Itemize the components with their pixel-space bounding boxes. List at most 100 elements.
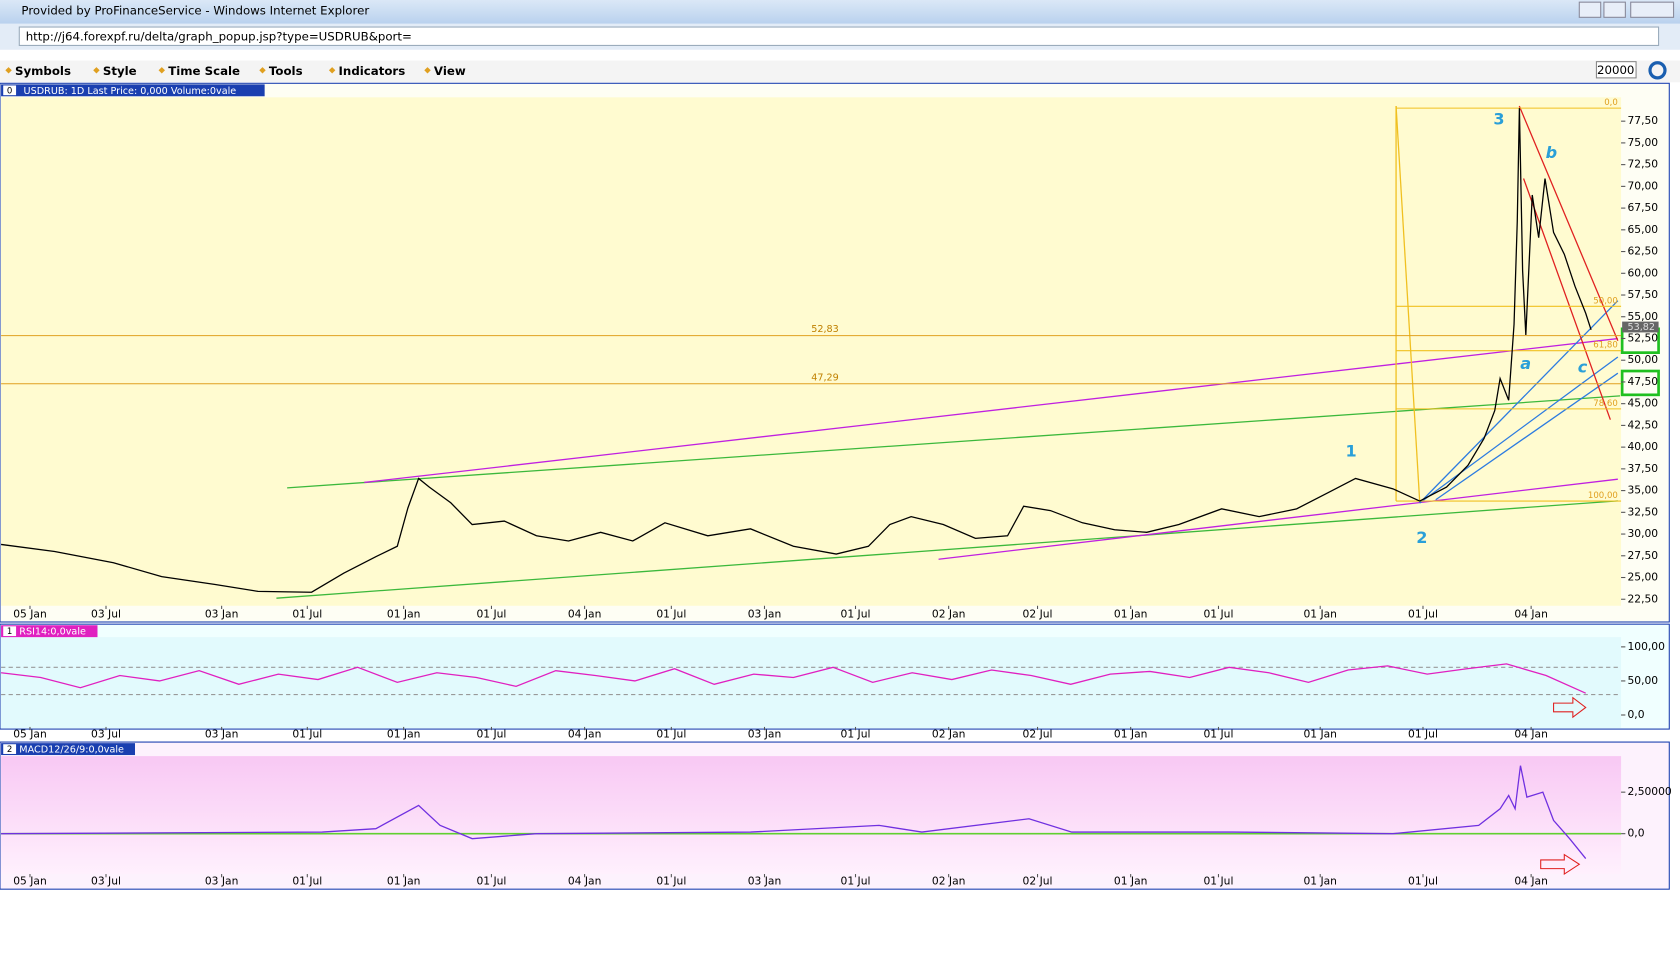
y-tick-label: 57,50 — [1627, 288, 1658, 301]
x-tick-label: 02 Jan — [932, 727, 966, 740]
y-tick-label: 22,50 — [1627, 592, 1658, 605]
x-tick-label: 03 Jan — [205, 727, 239, 740]
panel-title: RSI14:0,0vale — [19, 627, 86, 638]
menu-item[interactable]: Time Scale — [168, 64, 240, 78]
x-tick-label: 04 Jan — [568, 875, 602, 888]
highlight-box — [1620, 369, 1660, 397]
x-tick-label: 01 Jul — [841, 727, 871, 740]
y-tick-label: 50,00 — [1627, 353, 1658, 366]
menu-item[interactable]: Style — [103, 64, 137, 78]
y-tick-label: 0,0 — [1627, 827, 1644, 840]
x-tick-label: 05 Jan — [13, 607, 47, 620]
panel-title: MACD12/26/9:0,0vale — [19, 745, 124, 756]
menu-item[interactable]: Indicators — [339, 64, 406, 78]
panel-index: 0 — [7, 86, 12, 96]
x-tick-label: 02 Jul — [1023, 607, 1053, 620]
x-tick-label: 03 Jul — [91, 727, 121, 740]
y-tick-label: 70,00 — [1627, 179, 1658, 192]
x-tick-label: 03 Jul — [91, 607, 121, 620]
title-bar — [0, 0, 1680, 24]
price-plot — [1, 97, 1622, 606]
y-tick-label: 77,50 — [1627, 114, 1658, 127]
fib-diagonal — [1395, 105, 1421, 501]
fib-label: 50,00 — [1593, 296, 1618, 306]
minimize-button[interactable] — [1578, 1, 1602, 18]
x-tick-label: 01 Jul — [1204, 607, 1234, 620]
x-tick-label: 03 Jul — [91, 875, 121, 888]
y-tick-label: 100,00 — [1627, 640, 1665, 653]
trend-line — [1435, 372, 1619, 501]
refresh-button[interactable] — [1648, 61, 1667, 80]
y-tick-label: 2,50000 — [1627, 785, 1671, 798]
y-tick-label: 50,00 — [1627, 674, 1658, 687]
wave-label: c — [1578, 357, 1588, 376]
maximize-button[interactable] — [1603, 1, 1626, 18]
y-tick-label: 67,50 — [1627, 201, 1658, 214]
y-tick-label: 72,50 — [1627, 158, 1658, 171]
macd-plot — [1, 756, 1622, 875]
panel-index: 2 — [7, 745, 12, 755]
zoom-field[interactable] — [1595, 61, 1637, 79]
x-tick-label: 01 Jan — [387, 875, 421, 888]
x-tick-label: 01 Jan — [387, 727, 421, 740]
x-tick-label: 01 Jul — [1408, 607, 1438, 620]
x-tick-label: 04 Jan — [1514, 607, 1548, 620]
panel-index: 1 — [7, 627, 12, 637]
trend-line — [364, 337, 1618, 484]
menu-item[interactable]: Symbols — [15, 64, 71, 78]
x-tick-label: 03 Jan — [205, 607, 239, 620]
x-tick-label: 01 Jan — [387, 607, 421, 620]
panel-index-box — [3, 744, 17, 754]
level-label: 47,29 — [811, 372, 839, 383]
panel-index-box — [3, 85, 17, 96]
y-tick-label: 62,50 — [1627, 245, 1658, 258]
window-title: Provided by ProFinanceService - Windows … — [21, 3, 369, 17]
trend-line — [1419, 300, 1619, 504]
wave-label: a — [1520, 354, 1531, 373]
x-tick-label: 01 Jul — [292, 607, 322, 620]
wave-label: b — [1546, 143, 1557, 162]
x-tick-label: 03 Jan — [748, 607, 782, 620]
y-tick-label: 37,50 — [1627, 462, 1658, 475]
y-tick-label: 25,00 — [1627, 570, 1658, 583]
y-tick-label: 42,50 — [1627, 418, 1658, 431]
menu-item[interactable]: View — [434, 64, 466, 78]
x-tick-label: 04 Jan — [1514, 727, 1548, 740]
x-tick-label: 01 Jan — [1114, 727, 1148, 740]
x-tick-label: 01 Jul — [656, 727, 686, 740]
x-tick-label: 01 Jan — [1114, 607, 1148, 620]
x-tick-label: 02 Jul — [1023, 875, 1053, 888]
x-tick-label: 05 Jan — [13, 727, 47, 740]
panel-header — [1, 84, 265, 97]
trend-lines — [276, 105, 1621, 599]
series-line — [1, 765, 1587, 859]
close-button[interactable] — [1630, 1, 1675, 18]
trend-line — [287, 395, 1621, 489]
x-tick-label: 04 Jan — [568, 727, 602, 740]
x-tick-label: 03 Jan — [205, 875, 239, 888]
last-price-box — [1622, 321, 1659, 333]
y-tick-label: 75,00 — [1627, 136, 1658, 149]
fib-label: 61,80 — [1593, 341, 1618, 351]
fib-label: 0,0 — [1604, 98, 1618, 108]
menu-icon — [5, 67, 12, 74]
url-field[interactable] — [18, 26, 1660, 46]
zoom-value: 20000 — [1597, 63, 1634, 77]
y-tick-label: 40,00 — [1627, 440, 1658, 453]
arrow-annotation — [1540, 853, 1581, 876]
trend-line — [938, 478, 1618, 560]
series-line — [0, 663, 1586, 694]
x-tick-label: 01 Jul — [292, 727, 322, 740]
trend-line — [1522, 178, 1611, 420]
series-line — [0, 108, 1592, 593]
x-tick-label: 01 Jan — [1114, 875, 1148, 888]
y-tick-label: 32,50 — [1627, 505, 1658, 518]
menu-icon — [424, 67, 431, 74]
y-tick-label: 47,50 — [1627, 375, 1658, 388]
menu-item[interactable]: Tools — [269, 64, 303, 78]
y-tick-label: 52,50 — [1627, 331, 1658, 344]
fib-label: 78,60 — [1593, 399, 1618, 409]
x-tick-label: 01 Jul — [656, 607, 686, 620]
x-tick-label: 03 Jan — [748, 727, 782, 740]
